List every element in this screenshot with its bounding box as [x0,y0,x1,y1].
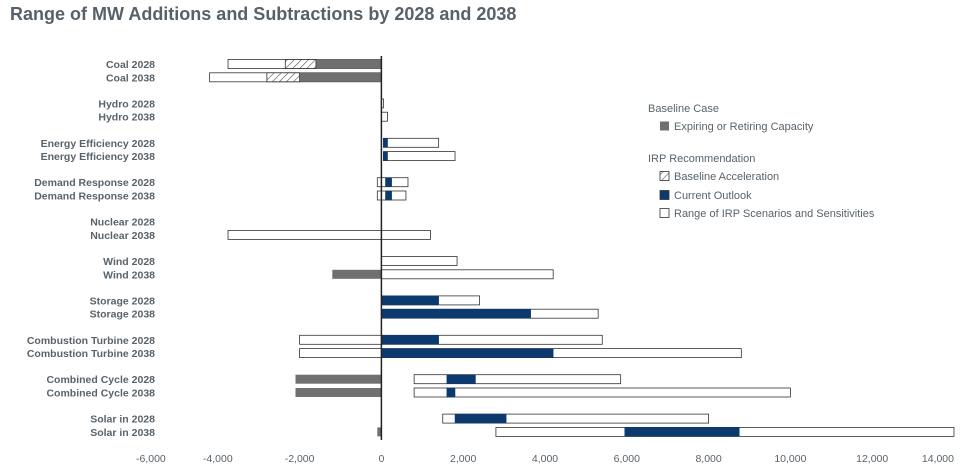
current-outlook-bar [624,427,740,437]
legend-swatch-acceleration [659,171,670,181]
category-label: Hydro 2028 [98,98,155,110]
category-label: Storage 2028 [90,295,156,307]
current-outlook-bar [385,177,392,187]
current-outlook-bar [446,374,476,384]
category-label: Solar in 2038 [90,427,155,439]
range-bar [376,177,409,188]
retiring-bar [295,374,382,384]
x-tick-label: -6,000 [136,453,166,465]
category-label: Combined Cycle 2028 [46,374,155,386]
range-bar [380,269,554,280]
x-tick-label: 14,000 [922,453,954,465]
category-label: Combustion Turbine 2038 [27,348,155,360]
range-bar [380,111,388,122]
legend-label-retiring: Expiring or Retiring Capacity [674,121,814,133]
range-bar [442,413,710,424]
range-bar [413,374,622,385]
legend-heading-baseline: Baseline Case [648,103,719,115]
range-bar [299,334,603,345]
legend-swatch-retiring [660,121,669,131]
x-axis: -6,000 -4,000 -2,000 0 2,000 4,000 6,000 8,000 1… [136,56,954,465]
legend: Baseline Case IRP Recommendation Expiring … [648,103,875,220]
category-label: Hydro 2038 [98,112,155,124]
category-label: Wind 2038 [103,269,155,281]
legend-label-current: Current Outlook [674,190,752,202]
category-label: Combustion Turbine 2028 [27,335,155,347]
current-outlook-bar [381,335,439,345]
category-label: Coal 2038 [106,72,155,84]
range-bar [383,151,456,162]
category-label: Demand Response 2038 [34,191,155,203]
x-tick-label: 2,000 [450,453,476,465]
acceleration-bar [284,59,317,69]
current-outlook-bar [454,413,507,424]
x-tick-label: 6,000 [614,453,640,465]
bars-layer [209,59,955,437]
category-label: Nuclear 2028 [90,217,155,229]
current-outlook-bar [385,190,392,201]
category-label: Solar in 2028 [90,414,155,426]
category-label: Energy Efficiency 2028 [41,138,156,150]
chart-title: Range of MW Additions and Subtractions b… [10,4,517,24]
current-outlook-bar [381,308,531,319]
current-outlook-bar [381,348,554,358]
category-label: Demand Response 2028 [34,177,155,189]
x-tick-label: -4,000 [203,453,233,465]
current-outlook-bar [383,138,388,148]
retiring-bar [315,59,382,69]
legend-label-range: Range of IRP Scenarios and Sensitivities [674,208,875,220]
category-label: Storage 2038 [90,309,156,321]
category-label: Combined Cycle 2038 [46,388,155,400]
retiring-bar [299,72,382,82]
legend-heading-irp: IRP Recommendation [648,153,755,165]
legend-swatch-current [659,190,670,200]
category-label: Nuclear 2038 [90,230,155,242]
x-tick-label: 12,000 [856,453,888,465]
range-bar [380,256,458,266]
x-tick-label: -2,000 [285,453,315,465]
legend-label-acceleration: Baseline Acceleration [674,171,779,183]
x-tick-label: 4,000 [532,453,558,465]
range-bar [383,137,440,148]
category-label: Coal 2028 [106,59,155,71]
retiring-bar [295,388,382,397]
x-tick-label: 8,000 [695,453,721,465]
legend-swatch-range [659,208,670,218]
current-outlook-bar [381,295,439,306]
category-label: Wind 2028 [103,256,155,268]
retiring-bar [332,269,382,279]
retiring-bar [377,427,382,437]
x-tick-label: 10,000 [774,453,806,465]
range-bar [227,229,431,240]
current-outlook-bar [383,151,388,161]
current-outlook-bar [446,387,456,398]
acceleration-bar [266,72,301,83]
category-label: Energy Efficiency 2038 [41,151,156,163]
x-tick-label: 0 [378,453,384,465]
range-bar [413,387,791,398]
